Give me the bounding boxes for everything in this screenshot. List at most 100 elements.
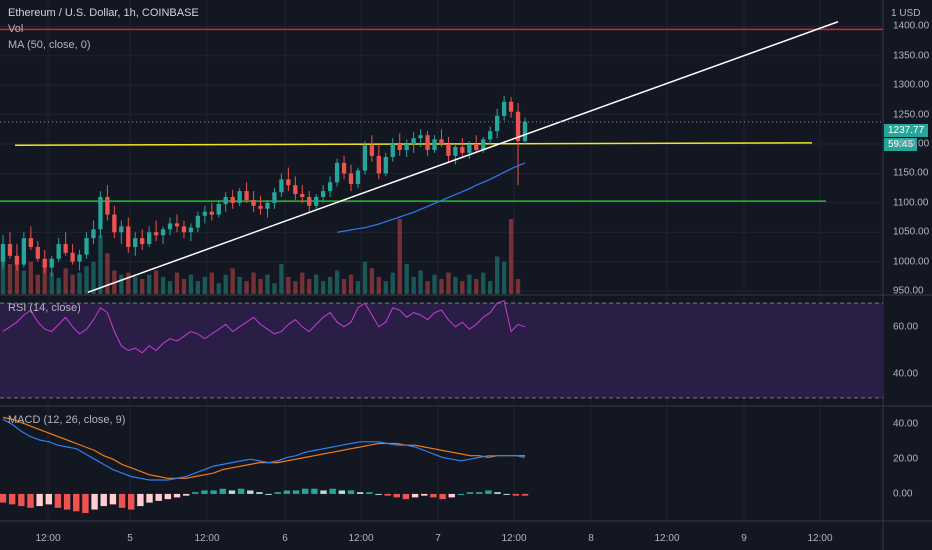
volume-bar — [216, 283, 221, 294]
candle-body — [251, 199, 256, 206]
candle-body — [21, 238, 27, 265]
macd-histogram-bar — [109, 493, 117, 505]
candle-body — [314, 196, 319, 206]
volume-bar — [84, 266, 89, 294]
candle-body — [495, 115, 500, 132]
rsi-tick-label: 60.00 — [893, 321, 919, 333]
candle-body — [369, 145, 375, 156]
volume-bar — [425, 281, 430, 294]
candle-body — [126, 226, 131, 247]
volume-bar — [147, 274, 152, 294]
candle-body — [515, 111, 521, 142]
volume-bar — [160, 276, 166, 294]
macd-histogram-bar — [347, 490, 355, 494]
x-tick-label: 9 — [741, 533, 747, 544]
candle-body — [42, 258, 47, 268]
candle-body — [439, 139, 444, 145]
volume-bar — [63, 268, 68, 294]
volume-bar — [56, 277, 61, 294]
volume-bar — [432, 274, 437, 294]
volume-bar — [334, 270, 340, 294]
candle-body — [70, 252, 75, 262]
volume-bar — [515, 279, 521, 294]
volume-bar — [70, 274, 75, 294]
candle-body — [153, 232, 159, 236]
volume-bar — [244, 281, 249, 294]
price-tick-label: 1400.00 — [893, 20, 930, 32]
macd-legend: MACD (12, 26, close, 9) — [8, 414, 126, 426]
volume-bar — [383, 281, 388, 294]
candle-body — [355, 170, 361, 185]
candle-body — [432, 139, 437, 150]
candle-body — [258, 205, 263, 209]
x-tick-label: 5 — [127, 533, 133, 544]
volume-bar — [279, 264, 284, 294]
price-tick-label: 1000.00 — [893, 256, 930, 268]
rsi-band — [0, 303, 883, 398]
candle-body — [35, 246, 40, 259]
volume-bar — [181, 279, 187, 294]
volume-bar — [495, 256, 500, 294]
volume-bar — [153, 270, 159, 294]
volume-bar — [126, 272, 131, 294]
macd-histogram-bar — [91, 493, 98, 510]
price-tick-label: 1150.00 — [893, 167, 929, 179]
volume-bar — [195, 281, 201, 294]
candle-body — [286, 179, 291, 186]
macd-histogram-bar — [476, 492, 483, 494]
price-tick-label: 1350.00 — [893, 50, 930, 62]
volume-bar — [453, 276, 458, 294]
volume-bar — [98, 235, 103, 294]
candle-body — [390, 144, 395, 157]
candle-body — [160, 229, 166, 236]
macd-histogram-bar — [8, 493, 16, 505]
x-tick-label: 12:00 — [348, 533, 374, 544]
candle-body — [474, 144, 479, 150]
volume-bar — [293, 281, 298, 294]
macd-tick-label: 0.00 — [893, 488, 913, 500]
candle-body — [481, 139, 486, 150]
candle-body — [425, 135, 430, 150]
volume-bar — [362, 261, 368, 294]
candle-body — [467, 144, 472, 153]
macd-histogram-bar — [311, 488, 318, 494]
candle-body — [181, 226, 187, 233]
macd-histogram-bar — [521, 493, 529, 496]
volume-bar — [174, 272, 180, 294]
candle-body — [376, 155, 381, 174]
macd-signal-line — [2, 416, 525, 479]
candle-body — [223, 196, 228, 205]
macd-histogram-bar — [219, 488, 226, 494]
candle-body — [14, 255, 20, 265]
candle-body — [501, 101, 507, 116]
macd-histogram-bar — [466, 492, 474, 494]
candle-body — [112, 214, 117, 233]
volume-bar — [133, 276, 138, 294]
volume-bar — [237, 276, 242, 294]
macd-histogram-bar — [411, 493, 419, 498]
candle-body — [334, 162, 340, 183]
candle-body — [237, 191, 242, 203]
candle-body — [216, 204, 221, 215]
volume-bar — [202, 276, 207, 294]
macd-histogram-bar — [366, 492, 373, 494]
volume-bar — [35, 274, 40, 294]
volume-bar — [188, 274, 194, 294]
macd-histogram-bar — [503, 493, 510, 495]
volume-bar — [119, 274, 124, 294]
macd-histogram-bar — [182, 493, 190, 496]
macd-histogram-bar — [256, 492, 263, 494]
macd-histogram-bar — [201, 490, 208, 494]
candle-body — [446, 144, 451, 156]
candle-body — [522, 121, 528, 142]
ma-legend: MA (50, close, 0) — [8, 39, 91, 51]
macd-histogram-bar — [0, 493, 7, 503]
candle-body — [300, 194, 305, 197]
macd-histogram-bar — [292, 490, 300, 494]
volume-bar — [369, 268, 375, 294]
vol-legend: Vol — [8, 23, 24, 35]
x-tick-label: 6 — [282, 533, 288, 544]
volume-bar — [300, 272, 305, 294]
macd-histogram-bar — [329, 488, 336, 494]
